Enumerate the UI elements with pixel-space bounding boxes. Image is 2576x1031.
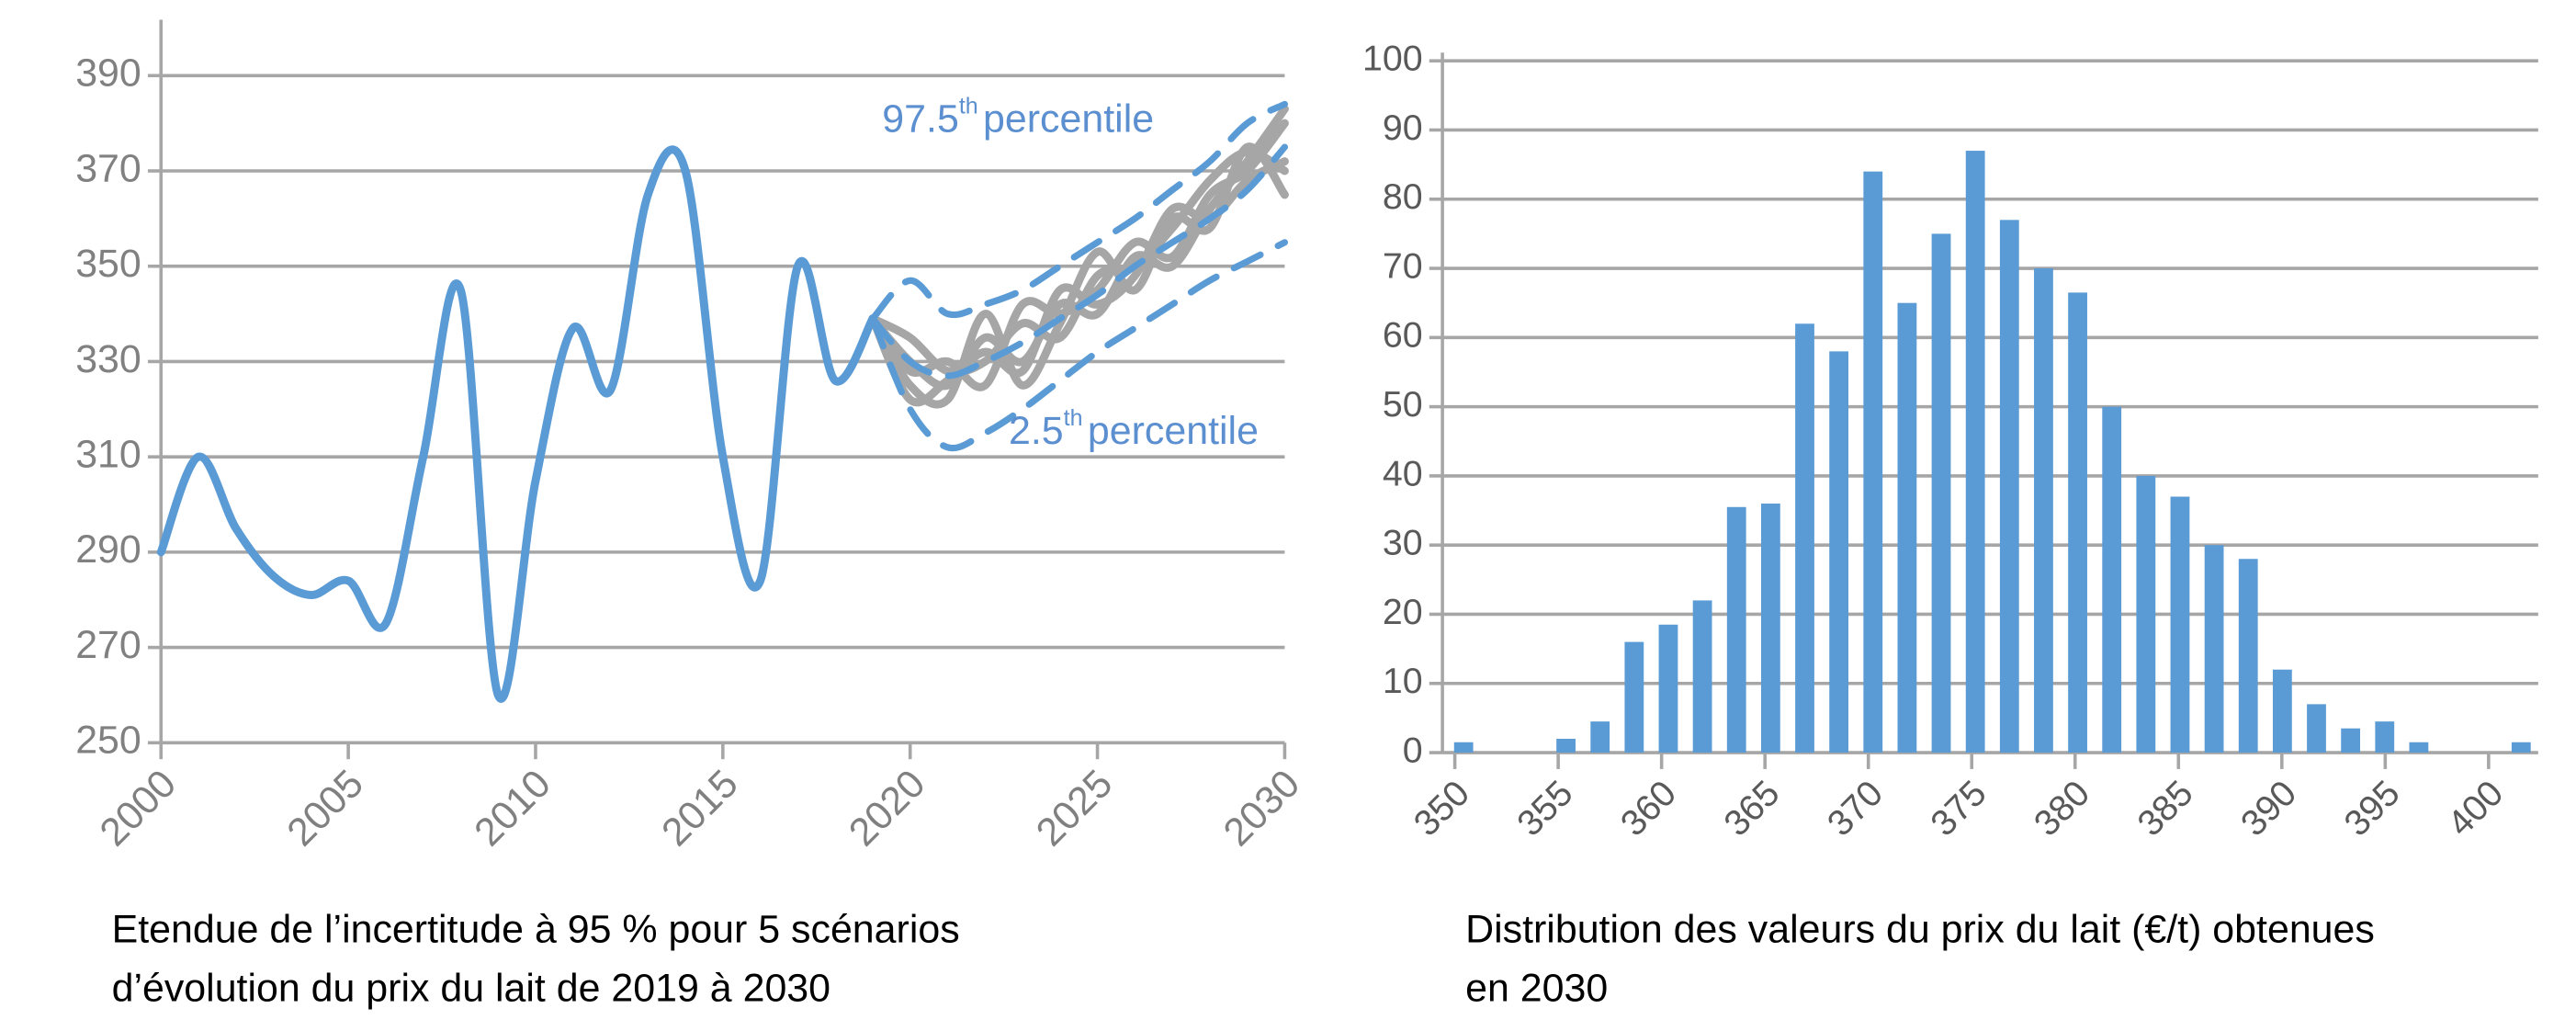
bar bbox=[2375, 721, 2395, 753]
series-line bbox=[869, 239, 1288, 452]
bar bbox=[2068, 292, 2087, 753]
y-tick-label: 50 bbox=[1383, 384, 1423, 425]
bar bbox=[2341, 728, 2361, 753]
caption: d’évolution du prix du lait de 2019 à 20… bbox=[112, 967, 830, 1011]
x-tick-label: 385 bbox=[2130, 773, 2201, 844]
y-tick-label: 270 bbox=[75, 623, 141, 667]
bar bbox=[1590, 721, 1610, 753]
bar bbox=[1863, 171, 1883, 753]
bar bbox=[1726, 506, 1746, 753]
x-tick-label: 395 bbox=[2336, 773, 2408, 844]
bar bbox=[1692, 600, 1712, 753]
y-tick-label: 80 bbox=[1383, 176, 1423, 217]
bar bbox=[2409, 742, 2429, 753]
y-tick-label: 60 bbox=[1383, 315, 1423, 356]
x-tick-label: 2005 bbox=[278, 762, 371, 855]
series-line bbox=[869, 100, 1288, 323]
bar bbox=[1965, 151, 1985, 753]
bar bbox=[1931, 233, 1951, 753]
x-tick-label: 380 bbox=[2027, 773, 2098, 844]
x-tick-label: 350 bbox=[1407, 773, 1478, 844]
annotation-text: percentile bbox=[983, 97, 1154, 142]
series-line bbox=[868, 142, 1289, 409]
annotation-superscript: th bbox=[959, 93, 978, 119]
x-tick-label: 365 bbox=[1716, 773, 1788, 844]
x-tick-label: 355 bbox=[1509, 773, 1581, 844]
bar bbox=[2136, 475, 2156, 753]
x-tick-label: 2030 bbox=[1215, 762, 1308, 855]
bar bbox=[1760, 504, 1780, 753]
x-tick-label: 375 bbox=[1923, 773, 1994, 844]
bar bbox=[1897, 302, 1917, 753]
x-tick-label: 360 bbox=[1613, 773, 1685, 844]
annotation: 2.5th percentile bbox=[1009, 405, 1259, 454]
y-tick-label: 90 bbox=[1383, 108, 1423, 148]
bar bbox=[1453, 742, 1474, 753]
x-tick-label: 390 bbox=[2233, 773, 2305, 844]
bar bbox=[1999, 220, 2019, 753]
annotation: 97.5th percentile bbox=[882, 93, 1154, 142]
caption: en 2030 bbox=[1465, 967, 1608, 1011]
y-tick-label: 350 bbox=[75, 242, 141, 286]
bar bbox=[2170, 496, 2190, 753]
y-tick-label: 40 bbox=[1383, 453, 1423, 493]
y-tick-label: 30 bbox=[1383, 523, 1423, 563]
bar bbox=[1795, 323, 1814, 753]
bar bbox=[2238, 559, 2258, 753]
x-tick-label: 2015 bbox=[653, 762, 746, 855]
y-tick-label: 390 bbox=[75, 51, 141, 96]
annotation-superscript: th bbox=[1064, 405, 1083, 431]
bar bbox=[2307, 704, 2326, 753]
series-line bbox=[156, 145, 877, 703]
annotation-text: percentile bbox=[1088, 409, 1259, 453]
x-tick-label: 370 bbox=[1820, 773, 1892, 844]
x-tick-label: 2000 bbox=[92, 762, 185, 855]
bar bbox=[1829, 351, 1849, 753]
bar bbox=[2511, 742, 2531, 753]
y-tick-label: 310 bbox=[75, 432, 141, 476]
bar bbox=[2102, 406, 2122, 753]
y-tick-label: 70 bbox=[1383, 245, 1423, 286]
y-tick-label: 290 bbox=[75, 527, 141, 572]
x-tick-label: 2010 bbox=[466, 762, 559, 855]
annotation-label: 2.5 bbox=[1009, 409, 1064, 453]
bar bbox=[1624, 641, 1644, 753]
x-tick-label: 2020 bbox=[841, 762, 933, 855]
y-tick-label: 10 bbox=[1383, 661, 1423, 701]
caption: Etendue de l’incertitude à 95 % pour 5 s… bbox=[112, 907, 960, 951]
x-tick-label: 2025 bbox=[1028, 762, 1121, 855]
bar bbox=[2034, 268, 2053, 753]
y-tick-label: 370 bbox=[75, 146, 141, 190]
bar bbox=[1556, 738, 1576, 753]
y-tick-label: 250 bbox=[75, 719, 141, 763]
series-line bbox=[868, 105, 1289, 391]
x-tick-label: 400 bbox=[2440, 773, 2512, 844]
bar bbox=[1658, 624, 1678, 753]
series-line bbox=[869, 143, 1288, 380]
caption: Distribution des valeurs du prix du lait… bbox=[1465, 907, 2375, 951]
bar bbox=[2204, 545, 2224, 753]
y-tick-label: 0 bbox=[1403, 730, 1423, 770]
y-tick-label: 330 bbox=[75, 337, 141, 381]
y-tick-label: 100 bbox=[1362, 39, 1423, 79]
annotation-label: 97.5 bbox=[882, 97, 959, 142]
y-tick-label: 20 bbox=[1383, 592, 1423, 632]
bar bbox=[2272, 669, 2292, 753]
